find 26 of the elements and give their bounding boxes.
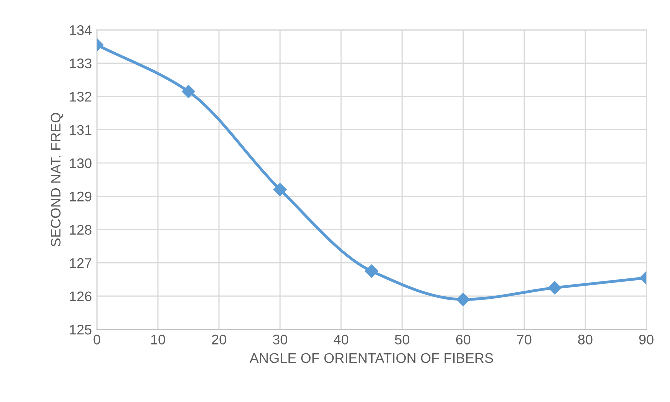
y-tick-label: 133	[70, 58, 92, 69]
y-tick-label: 129	[70, 192, 92, 202]
x-tick-label: 0	[94, 334, 100, 345]
y-tick-label: 125	[70, 324, 92, 335]
y-tick-label: 134	[70, 25, 92, 36]
x-tick-label: 70	[517, 334, 532, 345]
x-axis-title: ANGLE OF ORIENTATION OF FIBERS	[250, 353, 494, 364]
point	[456, 293, 470, 306]
point	[182, 85, 196, 98]
x-tick-label: 50	[395, 334, 410, 345]
y-tick-label: 130	[70, 158, 92, 168]
y-tick-label: 132	[70, 92, 92, 102]
y-tick-label: 126	[70, 292, 92, 302]
y-tick-label: 128	[70, 225, 92, 235]
x-tick-label: 60	[456, 334, 471, 345]
x-tick-label: 80	[578, 334, 593, 345]
point	[365, 264, 378, 278]
x-tick-label: 10	[152, 334, 166, 345]
y-tick-label: 127	[70, 258, 92, 268]
x-tick-label: 30	[273, 334, 288, 345]
x-tick-label: 40	[334, 334, 349, 345]
point	[274, 183, 287, 196]
y-axis-title: SECOND NAT. FREQ	[50, 113, 64, 247]
y-tick-label: 131	[70, 125, 92, 136]
x-tick-label: 90	[639, 334, 654, 345]
x-tick-label: 20	[212, 334, 226, 345]
